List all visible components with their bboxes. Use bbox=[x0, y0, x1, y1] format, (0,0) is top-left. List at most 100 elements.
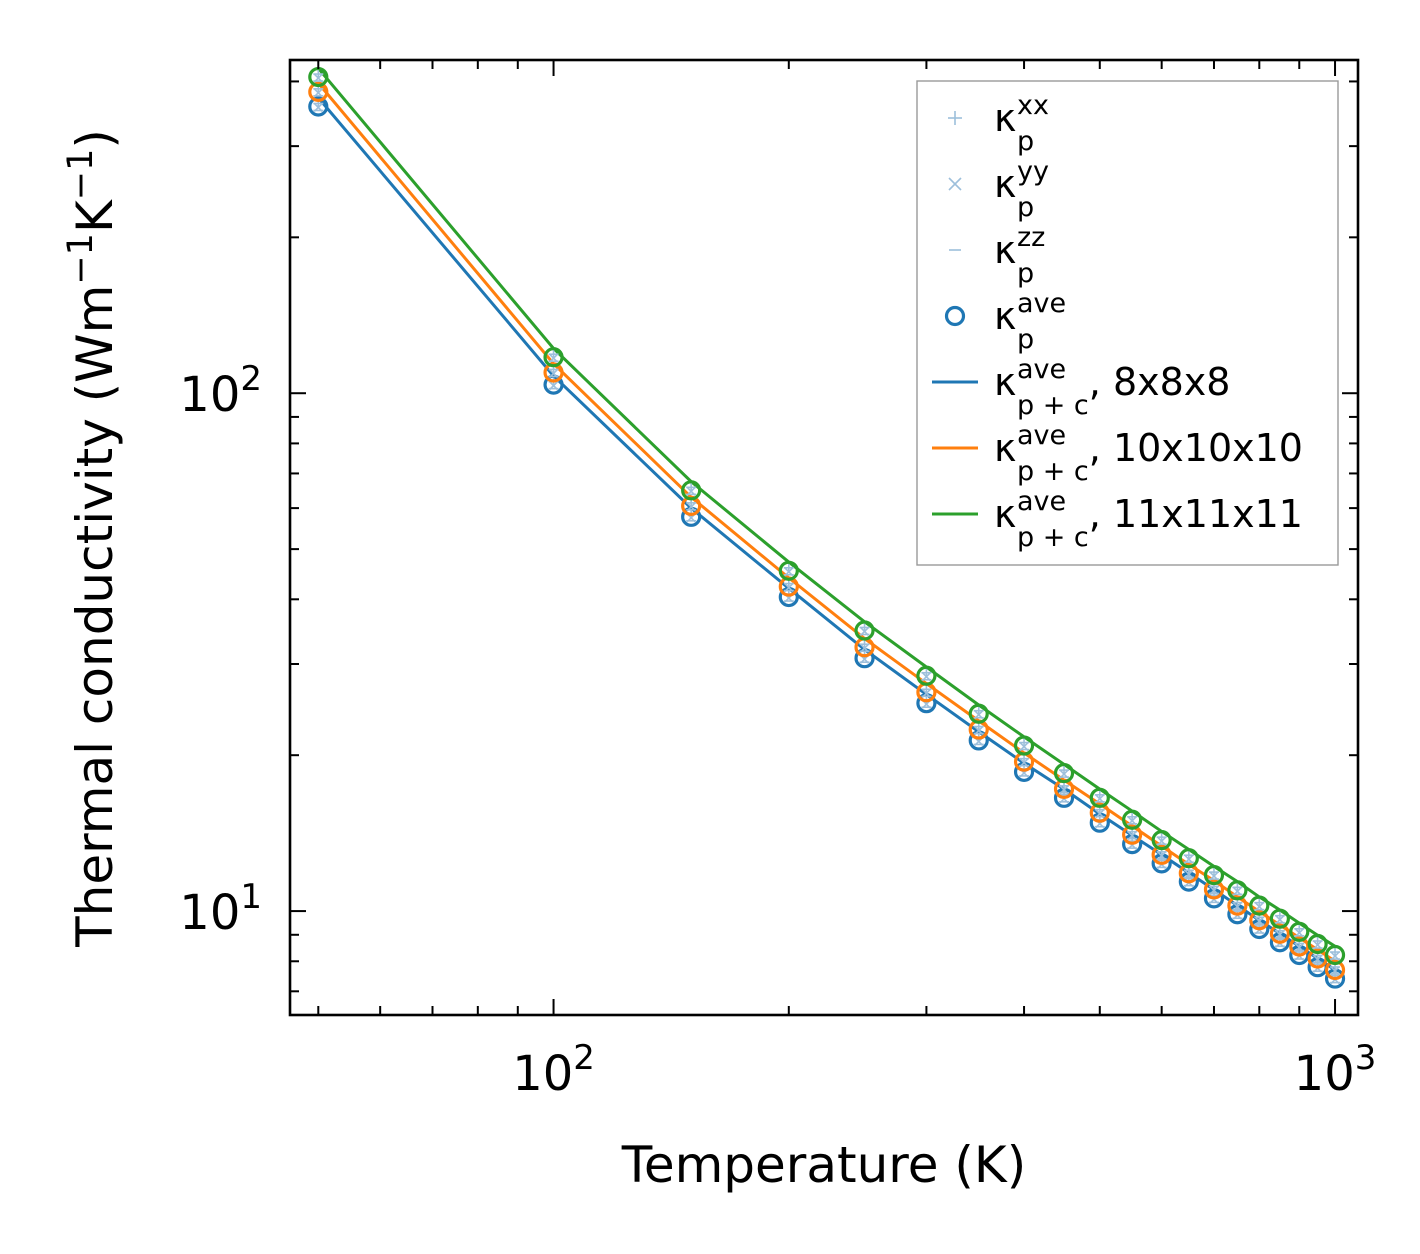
legend-subscript: p + c bbox=[1017, 522, 1089, 553]
legend-superscript: xx bbox=[1017, 90, 1049, 121]
kappa-ave-marker bbox=[1324, 959, 1346, 981]
legend-suffix: , 10x10x10 bbox=[1089, 426, 1303, 470]
kappa-ave-marker bbox=[1269, 923, 1290, 944]
y-axis-label-unit-k: K bbox=[66, 199, 124, 233]
legend-entry: κave p + c, 8x8x8 bbox=[932, 354, 1230, 421]
legend-suffix: , 8x8x8 bbox=[1089, 360, 1231, 404]
x-tick-label-exponent: 2 bbox=[573, 1038, 595, 1078]
kappa-ave-marker bbox=[1289, 936, 1310, 957]
kappa-ave-marker bbox=[1269, 908, 1290, 929]
legend-label: κzz p bbox=[994, 222, 1045, 289]
kappa-ave-marker bbox=[543, 362, 564, 383]
kappa-ave-marker bbox=[916, 665, 937, 686]
kappa-ave-marker bbox=[854, 620, 875, 641]
axis-ticks-group bbox=[290, 60, 1358, 1015]
kappa-ave-marker bbox=[1013, 735, 1035, 756]
y-axis-label-close: ) bbox=[66, 129, 124, 149]
legend-superscript: ave bbox=[1017, 420, 1066, 451]
legend-superscript: zz bbox=[1017, 222, 1045, 253]
legend-superscript: ave bbox=[1017, 486, 1066, 517]
kappa-ave-marker bbox=[1249, 895, 1270, 916]
kappa-ave-marker bbox=[308, 96, 329, 117]
kappa-ave-marker bbox=[681, 480, 702, 501]
legend-subscript: p bbox=[1017, 192, 1034, 223]
legend-cross-icon bbox=[948, 177, 962, 191]
kappa-ave-marker bbox=[1249, 910, 1270, 931]
legend-kappa: κ bbox=[994, 360, 1016, 404]
legend-subscript: p + c bbox=[1017, 390, 1089, 421]
kappa-ave-marker bbox=[1324, 944, 1346, 966]
x-tick-label-base: 10 bbox=[1294, 1046, 1355, 1102]
y-axis-label-main: Thermal conductivity (Wm bbox=[66, 285, 124, 948]
y-axis-label: Thermal conductivity (Wm−1K−1) bbox=[61, 129, 124, 948]
y-tick-label-base: 10 bbox=[179, 885, 240, 941]
plot-frame bbox=[288, 58, 1360, 1017]
kappa-ave-marker bbox=[1089, 802, 1110, 823]
legend-superscript: ave bbox=[1017, 288, 1066, 319]
legend-label: κyy p bbox=[994, 156, 1049, 223]
legend-subscript: p bbox=[1017, 324, 1034, 355]
legend-kappa: κ bbox=[994, 228, 1016, 272]
x-tick-label-base: 10 bbox=[512, 1046, 573, 1102]
kappa-ave-marker bbox=[854, 648, 875, 669]
legend-kappa: κ bbox=[994, 162, 1016, 206]
kappa-ave-marker bbox=[1227, 895, 1248, 916]
kappa-ave-marker bbox=[916, 693, 937, 714]
legend-subscript: p + c bbox=[1017, 456, 1089, 487]
y-axis-label-exponent-2: −1 bbox=[61, 149, 101, 201]
y-tick-label: 101 bbox=[179, 877, 262, 941]
legend-entry: κave p + c, 11x11x11 bbox=[932, 486, 1303, 553]
y-tick-label-base: 10 bbox=[179, 367, 240, 423]
legend-label: κave p + c, 10x10x10 bbox=[994, 420, 1303, 487]
kappa-ave-marker bbox=[1122, 809, 1143, 830]
x-axis-label: Temperature (K) bbox=[621, 1136, 1026, 1194]
legend-frame bbox=[916, 80, 1339, 566]
legend-suffix: , 11x11x11 bbox=[1089, 492, 1303, 536]
kappa-ave-marker bbox=[778, 560, 799, 581]
x-tick-label: 103 bbox=[1294, 1038, 1377, 1102]
x-tick-label: 102 bbox=[512, 1038, 595, 1102]
kappa-ave-marker bbox=[681, 506, 702, 527]
legend-subscript: p bbox=[1017, 258, 1034, 289]
y-axis-label-exponent-1: −1 bbox=[61, 233, 101, 285]
kappa-ave-marker bbox=[1227, 880, 1248, 901]
legend-entry: κave p bbox=[944, 288, 1066, 355]
y-tick-label: 102 bbox=[179, 359, 262, 423]
legend-circle-icon bbox=[944, 305, 966, 327]
legend-label: κxx p bbox=[994, 90, 1049, 157]
legend-entry: κzz p bbox=[949, 222, 1045, 289]
kappa-ave-marker bbox=[1289, 921, 1310, 942]
legend-entry: κyy p bbox=[948, 156, 1049, 223]
kappa-ave-marker bbox=[308, 81, 329, 102]
legend-superscript: yy bbox=[1017, 156, 1049, 187]
kappa-ave-marker bbox=[1203, 864, 1225, 886]
legend-kappa: κ bbox=[994, 426, 1016, 470]
kappa-ave-marker bbox=[1178, 863, 1199, 884]
kappa-ave-marker bbox=[1203, 879, 1225, 900]
legend-label: κave p + c, 8x8x8 bbox=[994, 354, 1230, 421]
legend-entry: κave p + c, 10x10x10 bbox=[932, 420, 1303, 487]
series-11x11x11 bbox=[308, 66, 1346, 966]
kappa-ave-marker bbox=[1178, 848, 1199, 869]
x-tick-label-exponent: 3 bbox=[1355, 1038, 1377, 1078]
legend-label: κave p bbox=[994, 288, 1066, 355]
kappa-ave-marker bbox=[1151, 830, 1172, 851]
kappa-ave-marker bbox=[543, 347, 564, 368]
legend-label: κave p + c, 11x11x11 bbox=[994, 486, 1303, 553]
kappa-ave-marker bbox=[1307, 933, 1328, 955]
kappa-ave-marker bbox=[1089, 787, 1110, 808]
kappa-ave-marker bbox=[968, 730, 989, 751]
y-tick-label-exponent: 1 bbox=[240, 877, 262, 917]
kappa-ave-marker bbox=[1122, 824, 1143, 845]
kappa-ave-marker bbox=[1151, 844, 1172, 865]
series-line-11x11x11 bbox=[317, 67, 1336, 948]
y-tick-label-exponent: 2 bbox=[240, 359, 262, 399]
kappa-ave-marker bbox=[1053, 762, 1075, 784]
kappa-ave-marker bbox=[968, 703, 989, 724]
legend-kappa: κ bbox=[994, 294, 1016, 338]
legend-kappa: κ bbox=[994, 492, 1016, 536]
